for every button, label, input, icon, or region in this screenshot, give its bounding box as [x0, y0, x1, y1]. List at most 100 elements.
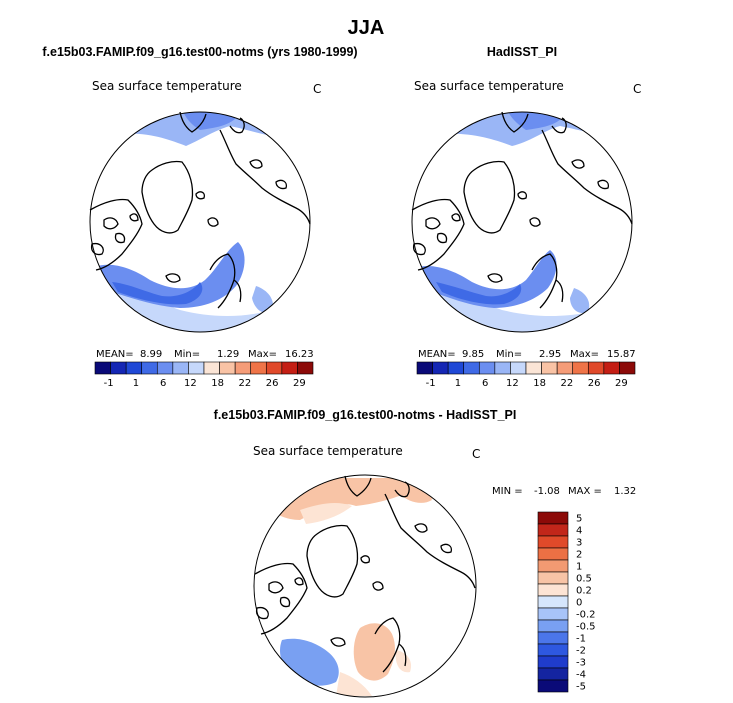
- panel-right-max-value: 15.87: [607, 349, 636, 360]
- panel-diff-colorbar-box: [537, 607, 569, 621]
- panel-diff-colorbar-label: -1: [576, 634, 586, 645]
- panel-right-colorbar-box: [416, 361, 433, 375]
- panel-diff-colorbar-box: [537, 583, 569, 597]
- panel-right-min-label: Min=: [496, 349, 522, 360]
- panel-left-colorbar-box: [156, 361, 174, 375]
- panel-left-colorbar-box: [172, 361, 189, 375]
- panel-right-colorbar-box: [587, 361, 605, 375]
- panel-diff-colorbar-label: -5: [576, 682, 586, 693]
- panel-right-colorbar-box: [510, 361, 527, 375]
- panel-right-colorbar-tick-label: 1: [455, 378, 461, 389]
- panel-diff-colorbar-box: [537, 679, 569, 693]
- panel-right-colorbar-tick-label: 22: [561, 378, 574, 389]
- panel-left-colorbar-box: [125, 361, 143, 375]
- panel-left-colorbar: -1 1 6 12 18 22 26 29: [94, 361, 314, 389]
- panel-left-colorbar-box: [188, 361, 205, 375]
- panel-diff-colorbar-label: -3: [576, 658, 586, 669]
- panel-diff-max-label: MAX =: [568, 486, 602, 497]
- panel-left-colorbar-box: [250, 361, 267, 375]
- panel-diff-colorbar-box: [537, 667, 569, 681]
- panel-right-colorbar-box: [541, 361, 558, 375]
- panel-left-colorbar-tick-label: 29: [293, 378, 306, 389]
- panel-right-variable: Sea surface temperature: [414, 79, 564, 93]
- panel-diff-map-border: [253, 474, 477, 698]
- panel-right-colorbar-tick-label: 12: [506, 378, 519, 389]
- panel-diff-colorbar-box: [537, 571, 569, 585]
- panel-right-colorbar: -1 1 6 12 18 22 26 29: [416, 361, 636, 389]
- panel-left-colorbar-box: [203, 361, 220, 375]
- panel-left-colorbar-box: [94, 361, 111, 375]
- panel-left-map-border: [89, 111, 311, 333]
- panel-left-colorbar-tick-label: 6: [160, 378, 166, 389]
- panel-diff-colorbar-box: [537, 547, 569, 561]
- panel-left-colorbar-box: [281, 361, 298, 375]
- panel-diff-colorbar-label: -0.5: [576, 622, 596, 633]
- panel-left-title: f.e15b03.FAMIP.f09_g16.test00-notms (yrs…: [42, 45, 357, 59]
- figure-title: JJA: [348, 17, 385, 39]
- panel-right-colorbar-box: [478, 361, 496, 375]
- panel-left-units: C: [313, 82, 321, 96]
- panel-left-colorbar-box: [234, 361, 252, 375]
- panel-left-colorbar-box: [265, 361, 283, 375]
- panel-diff-colorbar-label: 2: [576, 550, 582, 561]
- panel-right-mean-value: 9.85: [462, 349, 484, 360]
- panel-diff-colorbar-box: [537, 559, 569, 573]
- panel-diff-colorbar-box: [537, 655, 569, 669]
- panel-right-colorbar-tick-label: 18: [533, 378, 546, 389]
- panel-right-colorbar-box: [432, 361, 449, 375]
- panel-diff-colorbar-label: -4: [576, 670, 586, 681]
- panel-right-colorbar-tick-label: 26: [588, 378, 601, 389]
- panel-diff-colorbar-label: 3: [576, 538, 582, 549]
- panel-right-colorbar-box: [463, 361, 480, 375]
- panel-right-max-label: Max=: [570, 349, 599, 360]
- panel-left-max-value: 16.23: [285, 349, 314, 360]
- panel-left-min-label: Min=: [174, 349, 200, 360]
- panel-left-colorbar-box: [297, 361, 314, 375]
- panel-right: Sea surface temperature C MEAN= 9.85 Min…: [411, 79, 641, 389]
- panel-left-colorbar-tick-label: 22: [239, 378, 252, 389]
- panel-right-colorbar-box: [525, 361, 542, 375]
- panel-right-units: C: [633, 82, 641, 96]
- panel-diff-colorbar-label: 4: [576, 526, 582, 537]
- panel-left-colorbar-box: [219, 361, 236, 375]
- panel-left-colorbar-tick-label: 1: [133, 378, 139, 389]
- panel-left-colorbar-tick-label: 12: [184, 378, 197, 389]
- panel-diff-colorbar-box: [537, 511, 569, 525]
- panel-diff-colorbar-label: 0: [576, 598, 582, 609]
- panel-left-mean-value: 8.99: [140, 349, 162, 360]
- panel-diff-colorbar-label: 0.2: [576, 586, 592, 597]
- panel-diff-colorbar-label: -2: [576, 646, 586, 657]
- panel-diff-variable: Sea surface temperature: [253, 444, 403, 458]
- panel-left-variable: Sea surface temperature: [92, 79, 242, 93]
- panel-diff-max-value: 1.32: [614, 486, 636, 497]
- panel-diff-colorbar-box: [537, 523, 569, 537]
- panel-diff-colorbar-label: 5: [576, 514, 582, 525]
- panel-diff-min-label: MIN =: [492, 486, 523, 497]
- panel-diff-colorbar-box: [537, 631, 569, 645]
- panel-left-mean-label: MEAN=: [96, 349, 134, 360]
- panel-right-colorbar-tick-label: -1: [426, 378, 436, 389]
- panel-right-colorbar-box: [619, 361, 636, 375]
- panel-diff-colorbar-box: [537, 643, 569, 657]
- panel-diff-title: f.e15b03.FAMIP.f09_g16.test00-notms - Ha…: [214, 408, 517, 422]
- panel-right-title: HadISST_PI: [487, 45, 557, 59]
- panel-right-colorbar-tick-label: 29: [615, 378, 628, 389]
- panel-right-min-value: 2.95: [539, 349, 561, 360]
- panel-diff-colorbar-box: [537, 535, 569, 549]
- panel-left-colorbar-box: [141, 361, 158, 375]
- panel-left-colorbar-box: [110, 361, 127, 375]
- panel-diff-colorbar-label: -0.2: [576, 610, 596, 621]
- panel-diff-colorbar-box: [537, 619, 569, 633]
- panel-right-colorbar-box: [447, 361, 465, 375]
- panel-right-map-border: [411, 111, 633, 333]
- panel-left: Sea surface temperature C MEAN= 8.99 Min…: [89, 79, 321, 389]
- panel-right-colorbar-tick-label: 6: [482, 378, 488, 389]
- panel-right-colorbar-box: [556, 361, 574, 375]
- panel-diff-units: C: [472, 447, 480, 461]
- panel-diff: f.e15b03.FAMIP.f09_g16.test00-notms - Ha…: [214, 408, 636, 698]
- panel-diff-colorbar-label: 1: [576, 562, 582, 573]
- panel-right-colorbar-box: [603, 361, 620, 375]
- panel-diff-colorbar-label: 0.5: [576, 574, 592, 585]
